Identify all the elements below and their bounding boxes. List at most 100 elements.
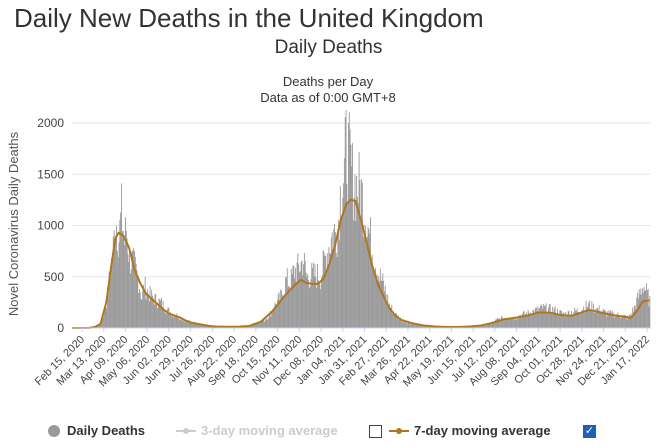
daily-deaths-bar (294, 267, 296, 328)
daily-deaths-bar (472, 326, 474, 328)
daily-deaths-bar (104, 309, 106, 328)
3-day-average-checkbox[interactable] (369, 425, 382, 438)
daily-deaths-bar (428, 326, 429, 328)
daily-deaths-bar (308, 288, 310, 328)
daily-deaths-bar (402, 321, 404, 328)
daily-deaths-bar (577, 312, 579, 328)
daily-deaths-bar (281, 290, 282, 328)
daily-deaths-bar (343, 183, 345, 328)
daily-deaths-bar (121, 230, 123, 328)
daily-deaths-bar (349, 129, 351, 328)
daily-deaths-bar (270, 316, 272, 328)
daily-deaths-bar (103, 308, 105, 328)
daily-deaths-bar (257, 322, 259, 328)
daily-deaths-bar (123, 235, 125, 328)
daily-deaths-bar (410, 323, 412, 328)
daily-deaths-bar (102, 318, 104, 328)
daily-deaths-bar (572, 313, 574, 328)
daily-deaths-bar (568, 311, 570, 328)
daily-deaths-bar (298, 264, 300, 328)
daily-deaths-bar (267, 319, 269, 328)
daily-deaths-bar (615, 315, 616, 328)
daily-deaths-bar (354, 174, 356, 328)
daily-deaths-bar (489, 324, 491, 328)
moving-average-line (71, 198, 650, 329)
daily-deaths-bar (297, 253, 299, 328)
daily-deaths-bar (341, 219, 343, 328)
daily-deaths-bar (320, 289, 322, 328)
daily-deaths-bar (139, 292, 141, 328)
daily-deaths-bar (530, 312, 532, 328)
daily-deaths-bar (613, 312, 615, 328)
daily-deaths-bar (610, 312, 612, 328)
daily-deaths-bar (482, 324, 484, 328)
daily-deaths-bar (263, 318, 264, 328)
daily-deaths-bar (170, 316, 172, 328)
daily-deaths-bar (481, 325, 483, 328)
daily-deaths-bar (296, 262, 298, 328)
daily-deaths-bar (526, 312, 527, 328)
daily-deaths-bar (392, 314, 394, 328)
daily-deaths-bar (198, 323, 200, 328)
daily-deaths-bar (539, 308, 541, 328)
daily-deaths-bar (126, 238, 128, 328)
daily-deaths-bar (505, 319, 507, 328)
legend-item-7-day-average[interactable]: 7-day moving average (388, 423, 551, 438)
7-day-average-checkbox[interactable]: ✓ (583, 425, 596, 438)
daily-deaths-bar (255, 323, 257, 328)
daily-deaths-bar (264, 319, 266, 328)
daily-deaths-bar (107, 294, 109, 328)
daily-deaths-bar (312, 267, 313, 328)
daily-deaths-bar (326, 253, 328, 328)
daily-deaths-bar (315, 276, 317, 328)
daily-deaths-bar (602, 308, 604, 328)
daily-deaths-bar (400, 317, 402, 328)
daily-deaths-bar (544, 305, 545, 328)
daily-deaths-bar (540, 304, 542, 328)
daily-deaths-bar (605, 311, 607, 328)
daily-deaths-bar (291, 274, 293, 328)
daily-deaths-bar (286, 268, 288, 328)
daily-deaths-bar (506, 318, 508, 328)
chart-subtitle: Data as of 0:00 GMT+8 (260, 90, 395, 105)
daily-deaths-bar (642, 292, 644, 328)
daily-deaths-bar (413, 323, 415, 328)
daily-deaths-bar (549, 304, 551, 328)
daily-deaths-bar (279, 300, 281, 328)
daily-deaths-bar (579, 313, 581, 328)
daily-deaths-bar (273, 310, 275, 328)
daily-deaths-bar (98, 324, 100, 328)
daily-deaths-bar (347, 202, 349, 328)
daily-deaths-bar (419, 325, 420, 328)
daily-deaths-bar (199, 323, 201, 328)
daily-deaths-bar (507, 318, 509, 328)
daily-deaths-bar (309, 286, 311, 328)
y-tick-label: 1000 (37, 219, 64, 233)
daily-deaths-bar (425, 325, 427, 328)
daily-deaths-bar (498, 318, 500, 328)
daily-deaths-bar (303, 264, 305, 328)
legend-item-3-day-average[interactable]: 3-day moving average (175, 423, 338, 438)
daily-deaths-bar (137, 275, 139, 328)
daily-deaths-bar (556, 314, 558, 328)
daily-deaths-bar (283, 294, 285, 328)
legend-item-daily-deaths[interactable]: Daily Deaths (48, 423, 145, 438)
y-tick-label: 0 (57, 321, 64, 335)
daily-deaths-bar (374, 272, 376, 328)
daily-deaths-bar (169, 314, 171, 328)
daily-deaths-bar (272, 312, 273, 328)
daily-deaths-bar (293, 265, 295, 328)
daily-deaths-bar (348, 122, 349, 328)
daily-deaths-bar (570, 310, 572, 328)
daily-deaths-bar (256, 323, 258, 328)
daily-deaths-bar (269, 311, 271, 328)
daily-deaths-bar (290, 291, 291, 328)
daily-deaths-bar (183, 320, 185, 328)
daily-deaths-bar (372, 269, 374, 328)
daily-deaths-bar (259, 323, 261, 328)
daily-deaths-bar (148, 301, 150, 328)
daily-deaths-bar (119, 219, 121, 328)
daily-deaths-bar (401, 321, 403, 328)
daily-deaths-bar (330, 237, 332, 328)
daily-deaths-bar (647, 288, 649, 328)
